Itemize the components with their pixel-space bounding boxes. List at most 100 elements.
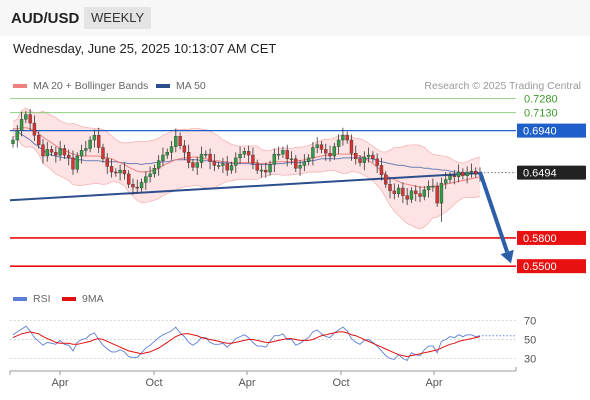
- level-label-support: 0.5500: [523, 261, 557, 273]
- candle: [15, 124, 19, 148]
- candle-body: [24, 114, 28, 120]
- candle-body: [426, 185, 431, 191]
- candle: [285, 144, 289, 167]
- candle-body: [156, 160, 161, 169]
- legend-ma50-label: MA 50: [176, 80, 206, 92]
- candle-body: [161, 154, 165, 161]
- candle: [199, 146, 204, 169]
- candle-body: [409, 190, 414, 200]
- rsi-line: [12, 325, 481, 361]
- candle-body: [131, 184, 135, 188]
- candle-body: [97, 135, 101, 148]
- candle: [289, 151, 294, 165]
- candle-body: [105, 158, 109, 167]
- ma20-line: [13, 127, 481, 188]
- candle: [221, 157, 225, 173]
- candle-body: [251, 154, 255, 164]
- candle: [229, 161, 234, 174]
- candle: [49, 145, 54, 157]
- bollinger-band: [13, 108, 480, 229]
- candle-body: [84, 148, 88, 151]
- level-label-support: 0.5800: [523, 233, 557, 245]
- candle-body: [62, 148, 67, 156]
- candle: [379, 157, 384, 181]
- candle: [281, 146, 285, 158]
- candle-body: [208, 153, 212, 162]
- candle-body: [182, 145, 187, 153]
- candle: [139, 178, 144, 192]
- x-tick-label: Apr: [51, 377, 68, 389]
- candle-body: [234, 157, 238, 166]
- candle: [118, 164, 122, 181]
- candle-body: [45, 149, 49, 157]
- candle: [148, 166, 152, 183]
- candle-body: [186, 152, 191, 163]
- candle-body: [118, 169, 122, 174]
- candle: [75, 152, 79, 173]
- candle-body: [15, 130, 19, 141]
- candle: [105, 153, 109, 174]
- candle-body: [345, 135, 349, 141]
- candle-body: [371, 154, 375, 160]
- candle: [306, 154, 311, 166]
- candle-body: [272, 153, 277, 165]
- candle-body: [319, 144, 324, 150]
- candle: [238, 146, 242, 164]
- level-label-last: 0.6494: [523, 168, 557, 180]
- candle-body: [75, 155, 79, 170]
- candle-body: [354, 152, 358, 160]
- candle: [195, 156, 199, 175]
- candle-body: [242, 151, 247, 155]
- candle-body: [276, 153, 281, 156]
- candle-body: [19, 119, 24, 131]
- candle-body: [139, 182, 144, 189]
- candle: [216, 161, 221, 170]
- candle: [246, 145, 251, 163]
- candle-body: [332, 146, 337, 157]
- candle: [259, 164, 264, 178]
- candle: [45, 141, 49, 162]
- candle: [174, 128, 178, 153]
- candle-body: [246, 151, 251, 156]
- candle: [251, 147, 255, 170]
- legend-rsi-label: RSI: [33, 293, 51, 305]
- candle: [84, 140, 88, 157]
- period-tab[interactable]: WEEKLY: [84, 7, 152, 29]
- candle-body: [54, 152, 58, 156]
- candle-body: [199, 153, 204, 163]
- x-tick-label: Apr: [238, 377, 255, 389]
- candle-body: [315, 144, 319, 148]
- candle: [392, 183, 396, 200]
- candle: [452, 170, 456, 185]
- forecast-arrow-head: [500, 249, 514, 264]
- candle: [178, 132, 182, 150]
- candle: [37, 131, 41, 149]
- candle: [126, 170, 131, 189]
- candle: [298, 159, 302, 176]
- level-label-target: 0.7280: [524, 94, 558, 106]
- candle-body: [366, 154, 371, 158]
- candle-body: [88, 139, 92, 149]
- candle-body: [444, 179, 448, 184]
- candle-body: [191, 162, 195, 168]
- candle-body: [178, 136, 182, 146]
- candle-body: [92, 135, 97, 141]
- ma50-line: [12, 129, 480, 175]
- candle-body: [225, 163, 229, 171]
- candle-body: [79, 150, 84, 157]
- candle: [71, 150, 75, 175]
- legend-rsi: RSI: [13, 293, 51, 305]
- candle: [242, 147, 247, 158]
- candle: [255, 159, 259, 174]
- candle: [414, 185, 418, 202]
- candle: [58, 140, 62, 161]
- candle-body: [41, 144, 45, 157]
- level-tag-last: [517, 165, 586, 180]
- timestamp: Wednesday, June 25, 2025 10:13:07 AM CET: [13, 41, 277, 56]
- candle-body: [169, 146, 174, 153]
- candle-body: [379, 165, 384, 176]
- bollinger-upper: [12, 107, 481, 164]
- candle-body: [349, 139, 354, 154]
- candle-body: [375, 158, 379, 166]
